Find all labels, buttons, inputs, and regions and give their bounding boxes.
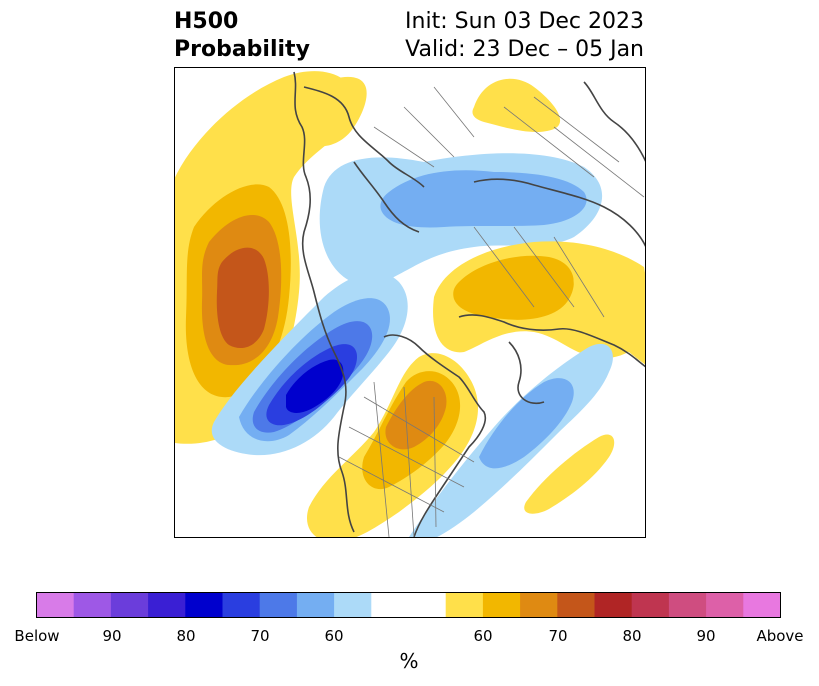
positive-anomaly-pacific: [174, 71, 355, 444]
init-date-label: Init: Sun 03 Dec 2023: [405, 9, 644, 34]
negative-anomaly-west-america: [211, 272, 408, 456]
colorbar-cell: [482, 592, 521, 618]
colorbar-cell: [222, 592, 261, 618]
date-info: Init: Sun 03 Dec 2023 Valid: 23 Dec – 05…: [405, 8, 644, 64]
colorbar-unit-label: %: [399, 649, 419, 673]
colorbar-tick-label: 60: [324, 627, 344, 645]
colorbar-tick-label: 80: [176, 627, 196, 645]
colorbar-tick-label: 90: [696, 627, 716, 645]
colorbar-cell: [334, 592, 372, 618]
colorbar-cell: [371, 592, 409, 618]
colorbar-cell: [668, 592, 707, 618]
colorbar-tick-label: 80: [622, 627, 642, 645]
colorbar-cell: [631, 592, 670, 618]
colorbar-cell: [110, 592, 149, 618]
colorbar-tick-label: 90: [102, 627, 122, 645]
map-frame: [174, 67, 646, 538]
colorbar-frame: [36, 592, 781, 618]
colorbar-tick-label: 70: [250, 627, 270, 645]
colorbar: [36, 592, 781, 618]
colorbar-cell: [259, 592, 298, 618]
colorbar-cell: [296, 592, 335, 618]
colorbar-tick-label: 70: [548, 627, 568, 645]
title-line-1: H500: [174, 9, 239, 34]
colorbar-cell: [520, 592, 558, 618]
colorbar-tick-label: Below: [14, 627, 60, 645]
positive-anomaly-central-america: [307, 353, 615, 538]
colorbar-cell: [706, 592, 744, 618]
colorbar-cell: [73, 592, 112, 618]
title-line-2: Probability: [174, 37, 310, 62]
map-title: H500 Probability: [174, 8, 310, 64]
colorbar-cell: [594, 592, 633, 618]
colorbar-cell: [445, 592, 484, 618]
colorbar-cell: [408, 592, 447, 618]
political-borders: [338, 86, 645, 538]
colorbar-cell: [148, 592, 186, 618]
negative-anomaly-atlantic: [409, 343, 613, 538]
colorbar-cell: [557, 592, 595, 618]
valid-date-label: Valid: 23 Dec – 05 Jan: [405, 37, 644, 62]
positive-anomaly-alaska: [290, 76, 561, 147]
colorbar-tick-label: Above: [756, 627, 804, 645]
colorbar-cell: [36, 592, 75, 618]
probability-map: [174, 67, 646, 538]
colorbar-cell: [743, 592, 781, 618]
positive-anomaly-eurasia: [433, 241, 646, 365]
colorbar-cell: [185, 592, 223, 618]
coastlines: [293, 71, 646, 538]
colorbar-tick-label: 60: [473, 627, 493, 645]
